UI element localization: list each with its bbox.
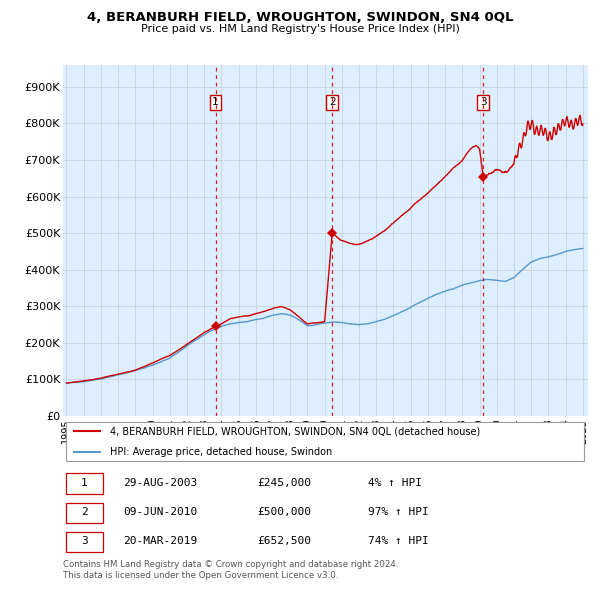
- FancyBboxPatch shape: [65, 532, 103, 552]
- Text: 2: 2: [329, 97, 335, 107]
- Text: HPI: Average price, detached house, Swindon: HPI: Average price, detached house, Swin…: [110, 447, 332, 457]
- Text: 3: 3: [81, 536, 88, 546]
- Text: 1: 1: [212, 97, 219, 107]
- Text: 4, BERANBURH FIELD, WROUGHTON, SWINDON, SN4 0QL (detached house): 4, BERANBURH FIELD, WROUGHTON, SWINDON, …: [110, 427, 481, 436]
- Text: 2: 2: [81, 507, 88, 517]
- Text: £652,500: £652,500: [257, 536, 311, 546]
- Text: 20-MAR-2019: 20-MAR-2019: [124, 536, 197, 546]
- FancyBboxPatch shape: [65, 473, 103, 493]
- Text: £245,000: £245,000: [257, 477, 311, 487]
- FancyBboxPatch shape: [65, 422, 584, 461]
- Text: 4, BERANBURH FIELD, WROUGHTON, SWINDON, SN4 0QL: 4, BERANBURH FIELD, WROUGHTON, SWINDON, …: [87, 11, 513, 24]
- Text: Contains HM Land Registry data © Crown copyright and database right 2024.
This d: Contains HM Land Registry data © Crown c…: [63, 560, 398, 579]
- Text: 4% ↑ HPI: 4% ↑ HPI: [367, 477, 421, 487]
- Text: 97% ↑ HPI: 97% ↑ HPI: [367, 507, 428, 517]
- Text: 3: 3: [480, 97, 487, 107]
- Text: £500,000: £500,000: [257, 507, 311, 517]
- Text: 29-AUG-2003: 29-AUG-2003: [124, 477, 197, 487]
- Text: 09-JUN-2010: 09-JUN-2010: [124, 507, 197, 517]
- Text: 1: 1: [81, 477, 88, 487]
- FancyBboxPatch shape: [65, 503, 103, 523]
- Text: 74% ↑ HPI: 74% ↑ HPI: [367, 536, 428, 546]
- Text: Price paid vs. HM Land Registry's House Price Index (HPI): Price paid vs. HM Land Registry's House …: [140, 25, 460, 34]
